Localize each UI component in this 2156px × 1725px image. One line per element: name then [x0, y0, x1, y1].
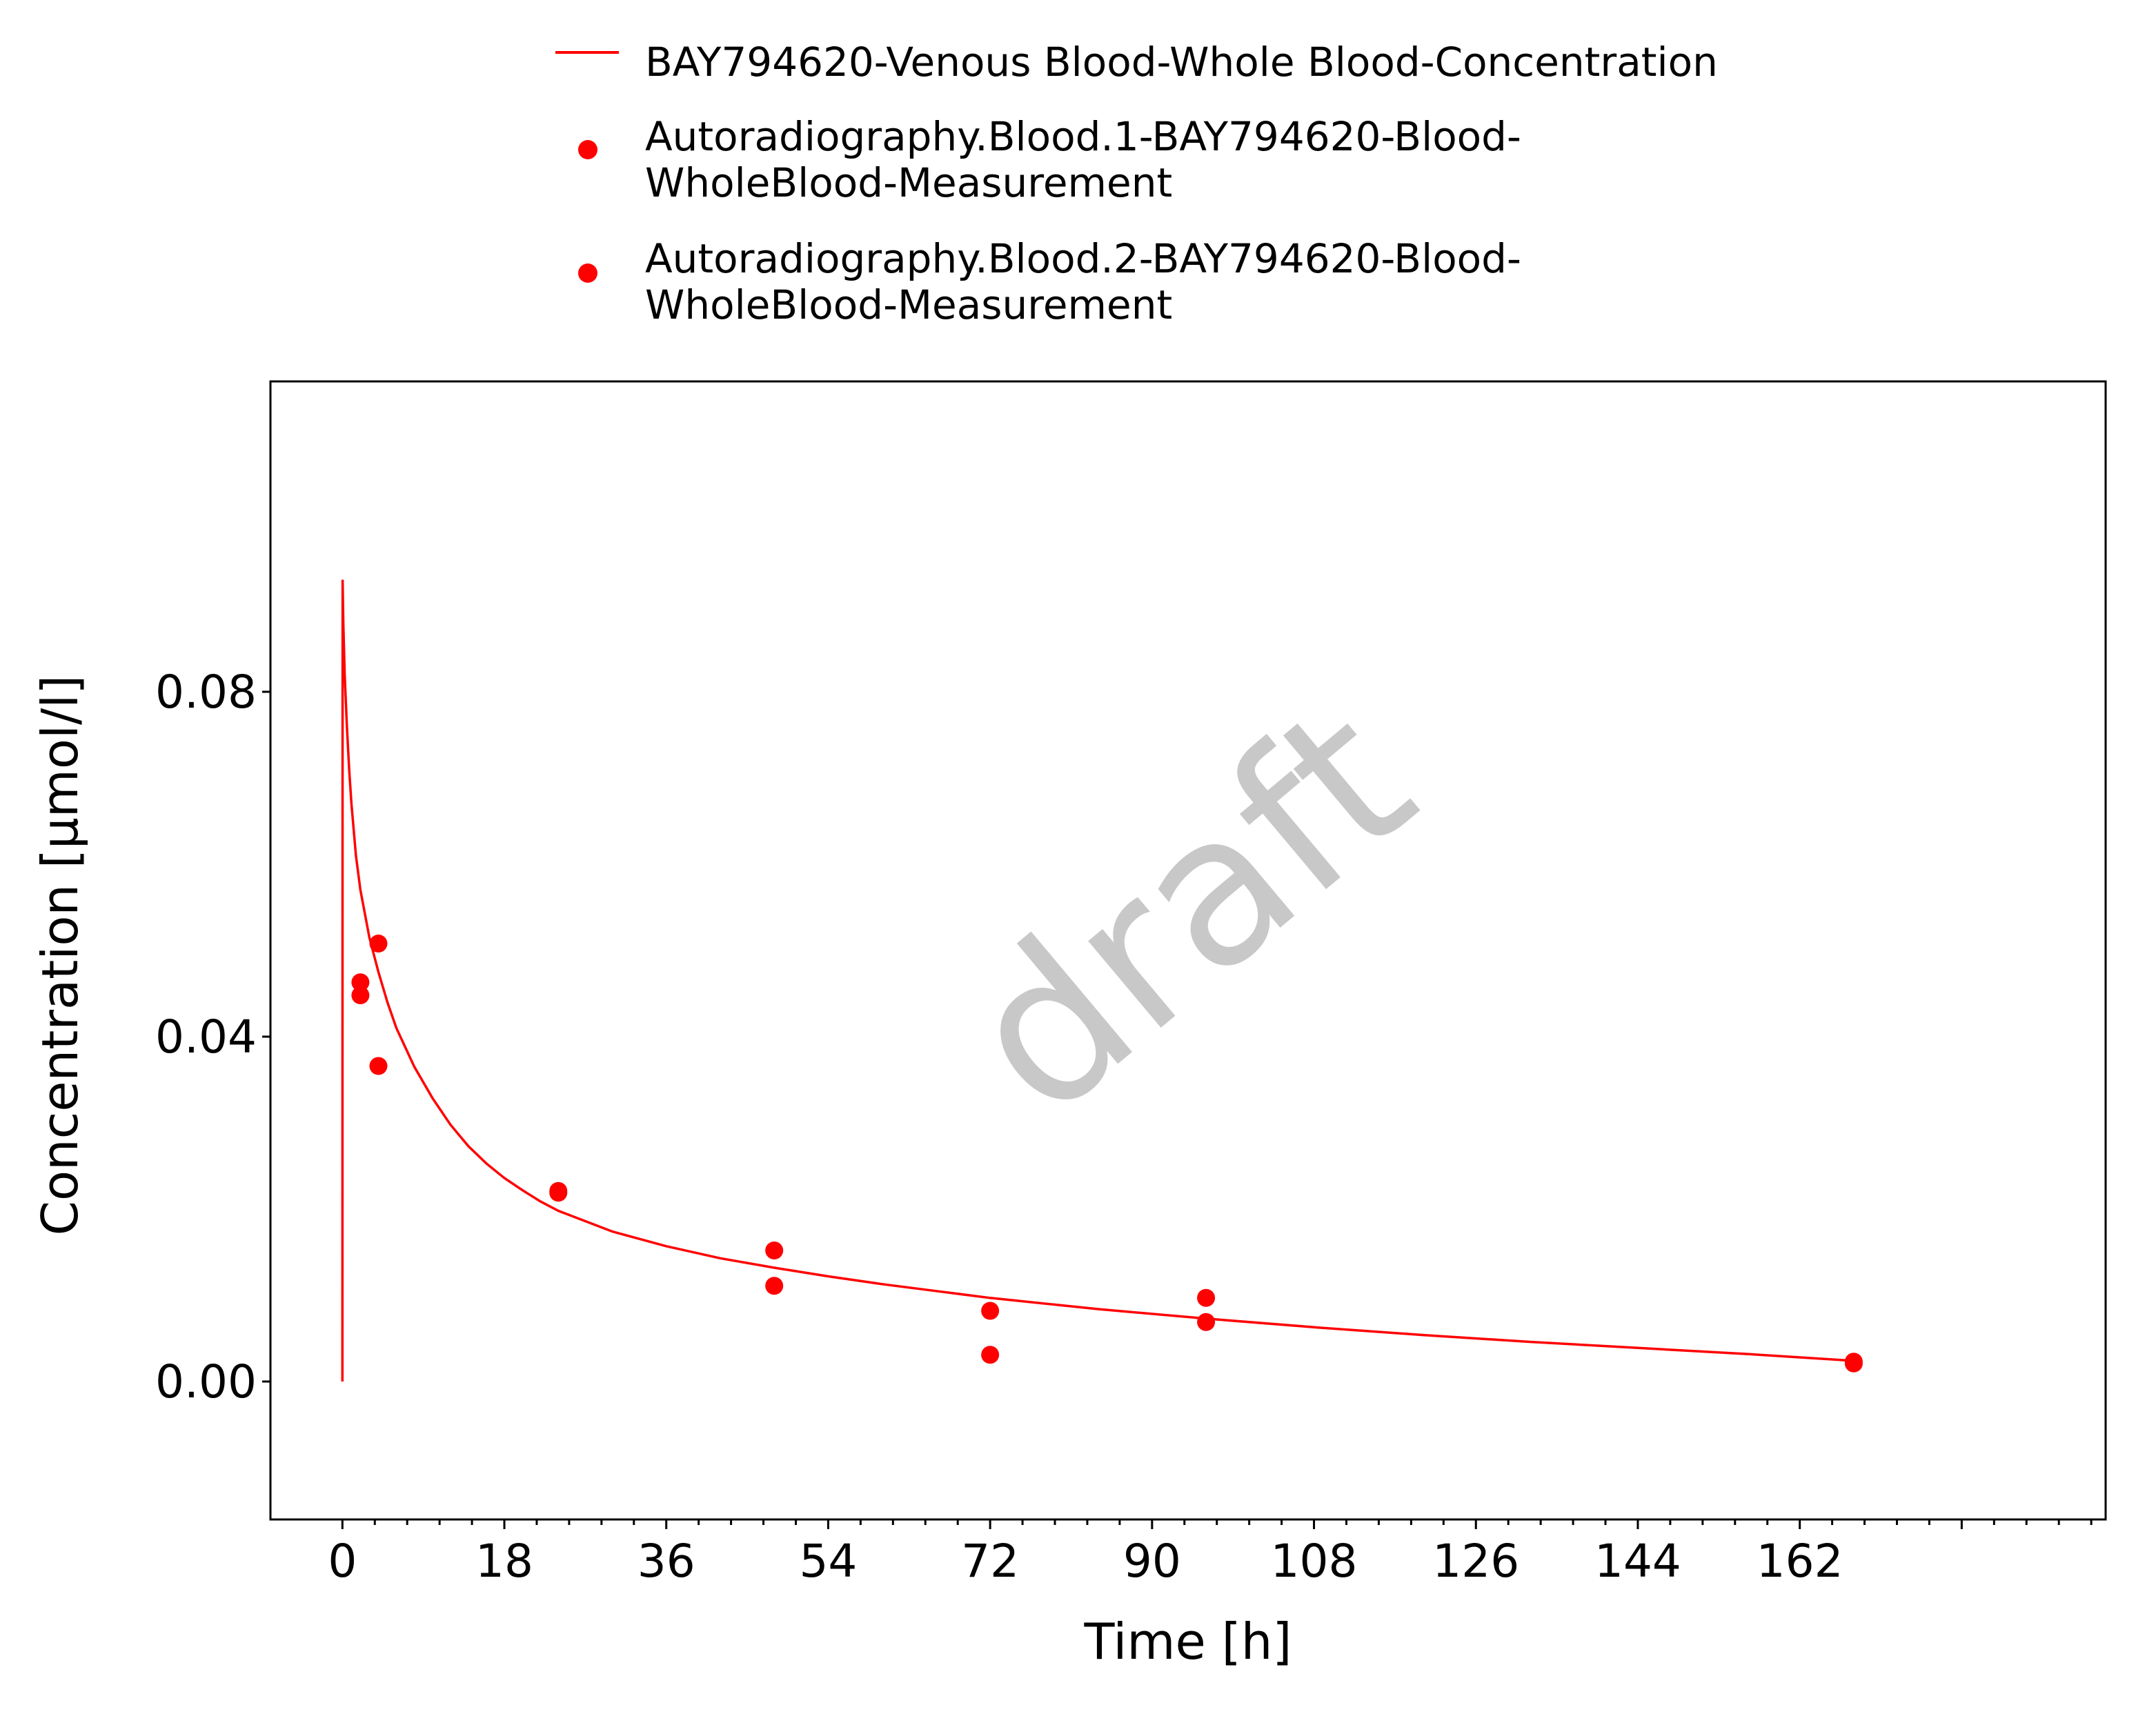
- legend-label-simulation: BAY794620-Venous Blood-Whole Blood-Conce…: [645, 39, 1718, 86]
- data-point-dataset-2: [765, 1277, 784, 1295]
- x-axis-ticks: [341, 1519, 2093, 1529]
- x-tick-label: 0: [328, 1535, 357, 1588]
- y-axis-title: Concentration [µmol/l]: [31, 675, 89, 1236]
- x-tick-label: 108: [1271, 1535, 1358, 1588]
- data-point-dataset-1: [1197, 1288, 1216, 1307]
- series-points: [351, 935, 1863, 1373]
- legend-label-dataset-1-line-2: WholeBlood-Measurement: [645, 159, 1172, 206]
- x-tick-label: 54: [799, 1535, 857, 1588]
- data-point-dataset-2: [981, 1346, 1000, 1364]
- x-tick-label: 90: [1123, 1535, 1181, 1588]
- data-point-dataset-2: [351, 986, 370, 1004]
- y-axis-ticks: [262, 690, 270, 1383]
- data-point-dataset-2: [369, 1057, 388, 1075]
- x-tick-label: 36: [637, 1535, 695, 1588]
- legend-label-dataset-1-line-1: Autoradiography.Blood.1-BAY794620-Blood-: [645, 113, 1521, 160]
- plot-area: [269, 380, 2107, 1521]
- x-tick-label: 144: [1594, 1535, 1681, 1588]
- y-axis-tick-labels: 0.00 0.04 0.08: [155, 666, 257, 1408]
- y-tick-label: 0.04: [155, 1010, 257, 1064]
- draft-watermark: draft: [922, 660, 1455, 1161]
- legend-label-dataset-2-line-2: WholeBlood-Measurement: [645, 281, 1172, 328]
- x-tick-label: 72: [961, 1535, 1019, 1588]
- simulation-curve: [341, 579, 1855, 1382]
- data-point-dataset-1: [369, 935, 388, 953]
- data-point-dataset-2: [1844, 1353, 1863, 1371]
- legend-marker-dataset-1: [578, 140, 597, 159]
- y-tick-label: 0.08: [155, 666, 257, 719]
- data-point-dataset-2: [549, 1181, 568, 1200]
- data-point-dataset-1: [981, 1302, 1000, 1320]
- x-tick-label: 126: [1432, 1535, 1519, 1588]
- data-point-dataset-2: [1197, 1313, 1216, 1331]
- y-tick-label: 0.00: [155, 1355, 257, 1408]
- legend-marker-dataset-2: [578, 263, 597, 283]
- data-point-dataset-1: [765, 1242, 784, 1259]
- x-axis-tick-labels: 0 18 36 54 72 90 108 126 144 162: [328, 1535, 1843, 1588]
- series-lines: [341, 579, 1855, 1382]
- legend: BAY794620-Venous Blood-Whole Blood-Conce…: [555, 39, 1718, 328]
- legend-label-dataset-2-line-1: Autoradiography.Blood.2-BAY794620-Blood-: [645, 235, 1521, 282]
- x-tick-label: 162: [1757, 1535, 1843, 1588]
- x-tick-label: 18: [475, 1535, 533, 1588]
- data-point-dataset-1: [351, 973, 370, 992]
- x-axis-title: Time [h]: [1084, 1613, 1292, 1671]
